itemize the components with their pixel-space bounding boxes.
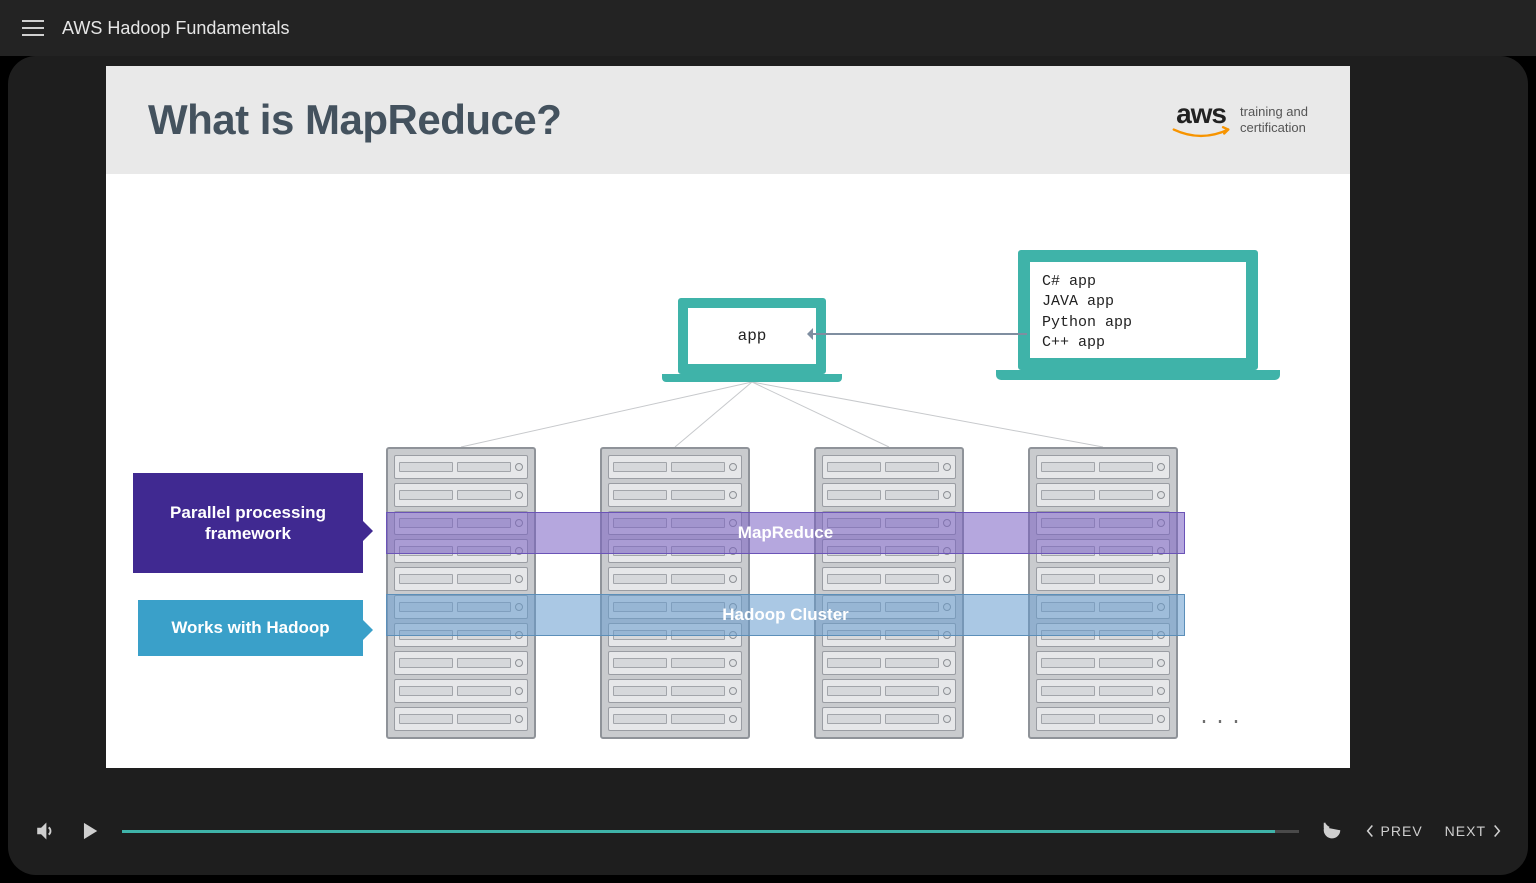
laptop-langs: C# app JAVA app Python app C++ app (1018, 250, 1258, 380)
rack-unit (608, 707, 742, 731)
rack-unit (608, 455, 742, 479)
prev-button[interactable]: PREV (1365, 823, 1423, 839)
laptop-langs-screen: C# app JAVA app Python app C++ app (1018, 250, 1258, 370)
progress-fill (122, 830, 1275, 833)
langs-line: Python app (1042, 314, 1132, 331)
rack-unit (394, 651, 528, 675)
rack-unit (394, 483, 528, 507)
replay-icon[interactable] (1321, 820, 1343, 842)
rack-unit (608, 651, 742, 675)
server-row (386, 447, 1178, 739)
aws-branding: aws training and certification (1172, 100, 1308, 140)
aws-tagline: training and certification (1240, 104, 1308, 135)
rack-unit (394, 707, 528, 731)
player-controls: PREV NEXT (34, 805, 1502, 857)
rack-unit (394, 679, 528, 703)
server (814, 447, 964, 739)
laptop-app-base (662, 374, 842, 382)
rack-unit (1036, 483, 1170, 507)
laptop-langs-base (996, 370, 1280, 380)
langs-line: C++ app (1042, 334, 1105, 351)
langs-line: JAVA app (1042, 293, 1114, 310)
laptop-app: app (678, 298, 826, 382)
slide-header: What is MapReduce? aws training and cert… (106, 66, 1350, 174)
band-hadoop-cluster: Hadoop Cluster (386, 594, 1185, 636)
play-icon[interactable] (78, 820, 100, 842)
chevron-right-icon (1492, 824, 1502, 838)
band-mapreduce: MapReduce (386, 512, 1185, 554)
rack-unit (1036, 567, 1170, 591)
langs-line: C# app (1042, 273, 1096, 290)
rack-unit (822, 707, 956, 731)
rack-unit (822, 651, 956, 675)
slide-title: What is MapReduce? (148, 96, 561, 144)
slide-body: app C# app JAVA app Python app C++ app .… (106, 174, 1350, 768)
rack-unit (394, 567, 528, 591)
server (600, 447, 750, 739)
rack-unit (608, 483, 742, 507)
app-bar: AWS Hadoop Fundamentals (0, 0, 1536, 56)
rack-unit (1036, 679, 1170, 703)
rack-unit (608, 679, 742, 703)
rack-unit (394, 455, 528, 479)
rack-unit (608, 567, 742, 591)
player-frame: What is MapReduce? aws training and cert… (8, 56, 1528, 875)
callout-parallel-processing: Parallel processing framework (133, 473, 363, 573)
chevron-left-icon (1365, 824, 1375, 838)
rack-unit (822, 483, 956, 507)
slide: What is MapReduce? aws training and cert… (106, 66, 1350, 768)
rack-unit (822, 567, 956, 591)
next-button[interactable]: NEXT (1445, 823, 1502, 839)
aws-swoosh-icon (1172, 126, 1230, 140)
volume-icon[interactable] (34, 820, 56, 842)
rack-unit (822, 679, 956, 703)
more-servers-ellipsis: ... (1198, 707, 1246, 730)
rack-unit (1036, 455, 1170, 479)
arrow-left-icon (811, 333, 1027, 335)
progress-bar[interactable] (122, 830, 1299, 833)
rack-unit (822, 455, 956, 479)
server (1028, 447, 1178, 739)
callout-works-with-hadoop: Works with Hadoop (138, 600, 363, 656)
course-title: AWS Hadoop Fundamentals (62, 18, 289, 39)
aws-logo-text: aws (1176, 100, 1226, 128)
menu-icon[interactable] (22, 20, 44, 36)
server (386, 447, 536, 739)
rack-unit (1036, 651, 1170, 675)
rack-unit (1036, 707, 1170, 731)
laptop-app-label: app (738, 327, 767, 345)
aws-logo: aws (1172, 100, 1230, 140)
